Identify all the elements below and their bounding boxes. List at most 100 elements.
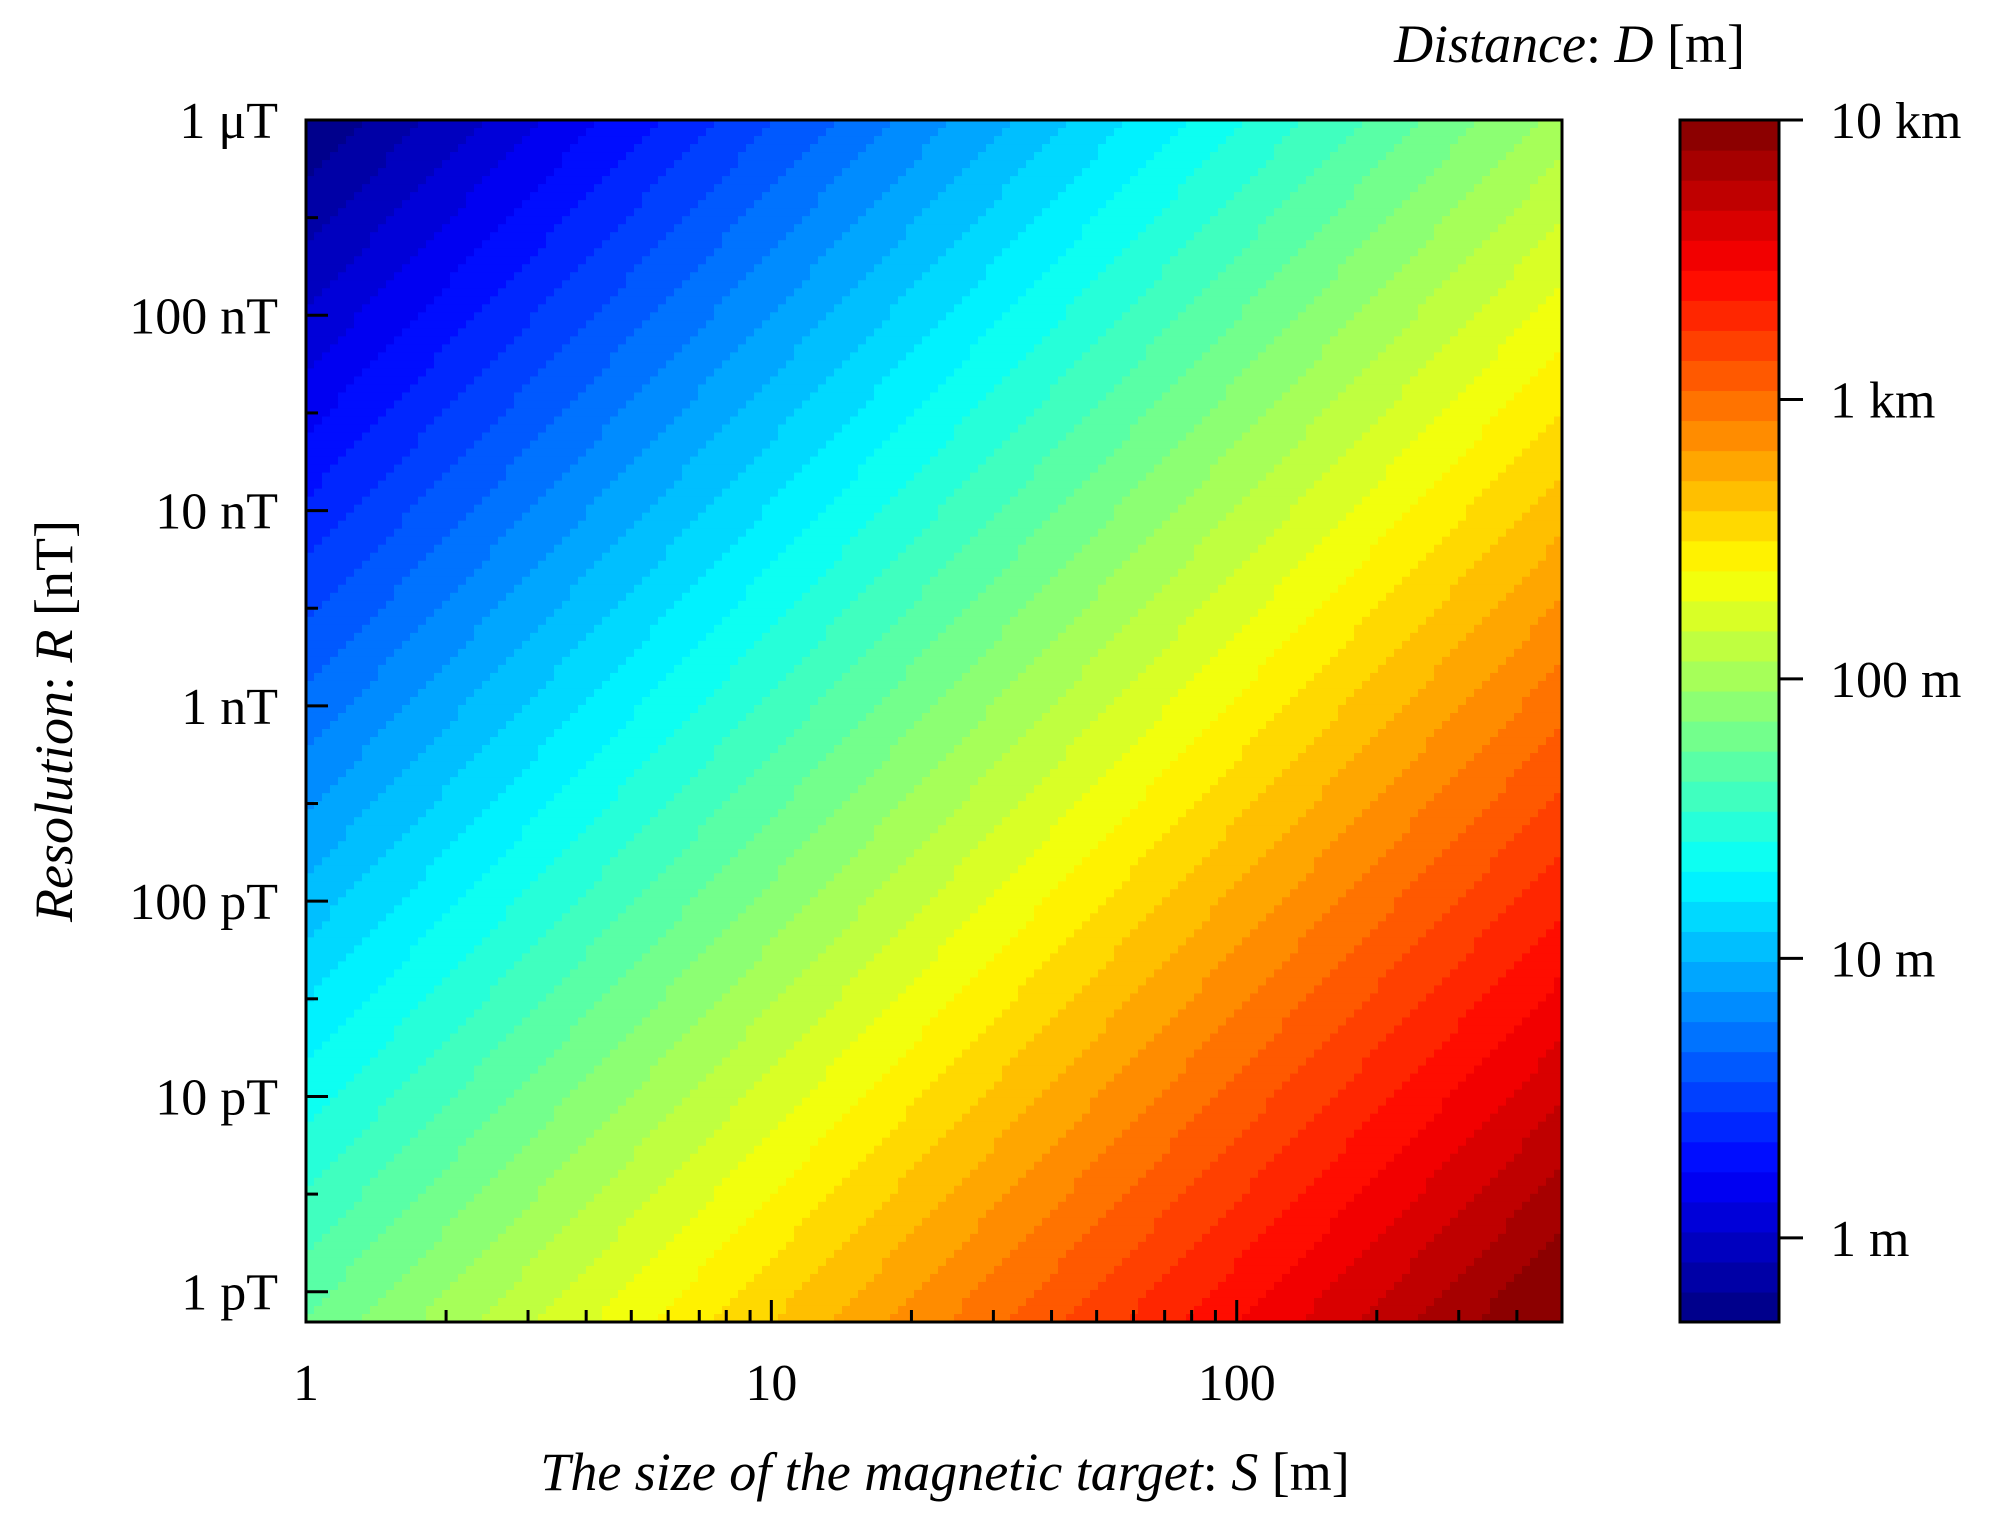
- heatmap-cell: [386, 400, 395, 410]
- heatmap-cell: [514, 680, 523, 690]
- heatmap-cell: [514, 608, 523, 618]
- heatmap-cell: [322, 1129, 331, 1139]
- heatmap-cell: [466, 624, 475, 634]
- heatmap-cell: [442, 1241, 451, 1251]
- heatmap-cell: [378, 993, 387, 1003]
- heatmap-cell: [514, 120, 523, 129]
- heatmap-cell: [474, 264, 483, 273]
- heatmap-cell: [386, 1185, 395, 1195]
- heatmap-cell: [546, 528, 555, 538]
- heatmap-cell: [354, 600, 363, 610]
- heatmap-cell: [378, 1001, 387, 1011]
- heatmap-cell: [386, 1081, 395, 1091]
- heatmap-cell: [370, 1257, 379, 1267]
- heatmap-cell: [554, 488, 563, 498]
- heatmap-cell: [378, 616, 387, 626]
- heatmap-cell: [498, 120, 507, 129]
- heatmap-cell: [458, 1089, 467, 1099]
- heatmap-cell: [482, 857, 491, 866]
- heatmap-cell: [434, 264, 443, 273]
- heatmap-cell: [354, 192, 363, 201]
- heatmap-cell: [434, 737, 443, 746]
- heatmap-cell: [498, 536, 507, 546]
- heatmap-cell: [530, 865, 539, 874]
- heatmap-cell: [402, 1241, 411, 1251]
- heatmap-cell: [370, 1097, 379, 1107]
- heatmap-cell: [442, 320, 451, 329]
- heatmap-cell: [506, 1193, 515, 1203]
- heatmap-cell: [426, 1009, 435, 1019]
- heatmap-cell: [546, 256, 555, 265]
- heatmap-cell: [514, 841, 523, 850]
- heatmap-cell: [506, 280, 515, 289]
- heatmap-cell: [434, 408, 443, 418]
- heatmap-cell: [426, 224, 435, 233]
- heatmap-cell: [306, 168, 315, 177]
- heatmap-cell: [370, 1193, 379, 1203]
- heatmap-cell: [554, 1121, 563, 1131]
- heatmap-cell: [418, 1305, 427, 1315]
- heatmap-cell: [394, 1169, 403, 1179]
- heatmap-cell: [538, 849, 547, 858]
- heatmap-cell: [418, 1233, 427, 1243]
- heatmap-cell: [346, 344, 355, 353]
- heatmap-cell: [458, 232, 467, 241]
- heatmap-cell: [402, 240, 411, 249]
- heatmap-cell: [554, 801, 563, 810]
- heatmap-cell: [322, 873, 331, 882]
- heatmap-cell: [338, 376, 347, 386]
- heatmap-cell: [354, 520, 363, 530]
- heatmap-cell: [522, 560, 531, 570]
- heatmap-cell: [514, 737, 523, 746]
- heatmap-cell: [562, 392, 571, 402]
- heatmap-cell: [410, 184, 419, 193]
- heatmap-cell: [362, 416, 371, 426]
- heatmap-cell: [562, 368, 571, 378]
- heatmap-cell: [522, 624, 531, 634]
- heatmap-cell: [370, 1065, 379, 1075]
- heatmap-cell: [450, 344, 459, 353]
- heatmap-cell: [362, 961, 371, 971]
- heatmap-cell: [466, 656, 475, 666]
- heatmap-cell: [538, 288, 547, 297]
- heatmap-cell: [386, 176, 395, 185]
- heatmap-cell: [442, 608, 451, 618]
- heatmap-cell: [370, 680, 379, 690]
- heatmap-cell: [530, 1217, 539, 1227]
- heatmap-cell: [474, 528, 483, 538]
- heatmap-cell: [402, 745, 411, 754]
- heatmap-cell: [418, 672, 427, 682]
- heatmap-cell: [410, 809, 419, 818]
- heatmap-cell: [386, 184, 395, 193]
- heatmap-cell: [306, 833, 315, 842]
- heatmap-cell: [314, 1201, 323, 1211]
- heatmap-cell: [458, 256, 467, 265]
- heatmap-cell: [514, 1241, 523, 1251]
- heatmap-cell: [546, 368, 555, 378]
- heatmap-cell: [506, 288, 515, 297]
- heatmap-cell: [490, 761, 499, 770]
- heatmap-cell: [354, 1281, 363, 1291]
- heatmap-cell: [474, 256, 483, 265]
- heatmap-cell: [394, 200, 403, 209]
- heatmap-cell: [554, 1057, 563, 1067]
- heatmap-cell: [370, 969, 379, 979]
- heatmap-cell: [314, 1161, 323, 1171]
- heatmap-cell: [466, 136, 475, 145]
- heatmap-cell: [362, 424, 371, 434]
- heatmap-cell: [354, 280, 363, 289]
- heatmap-cell: [562, 1289, 571, 1299]
- heatmap-cell: [514, 592, 523, 602]
- heatmap-cell: [450, 1097, 459, 1107]
- heatmap-cell: [474, 777, 483, 786]
- heatmap-cell: [338, 737, 347, 746]
- heatmap-cell: [322, 817, 331, 826]
- heatmap-cell: [354, 1009, 363, 1019]
- heatmap-cell: [466, 857, 475, 866]
- heatmap-cell: [554, 280, 563, 289]
- heatmap-cell: [338, 1241, 347, 1251]
- heatmap-cell: [402, 1185, 411, 1195]
- heatmap-cell: [514, 192, 523, 201]
- heatmap-cell: [554, 1313, 563, 1322]
- heatmap-cell: [554, 1137, 563, 1147]
